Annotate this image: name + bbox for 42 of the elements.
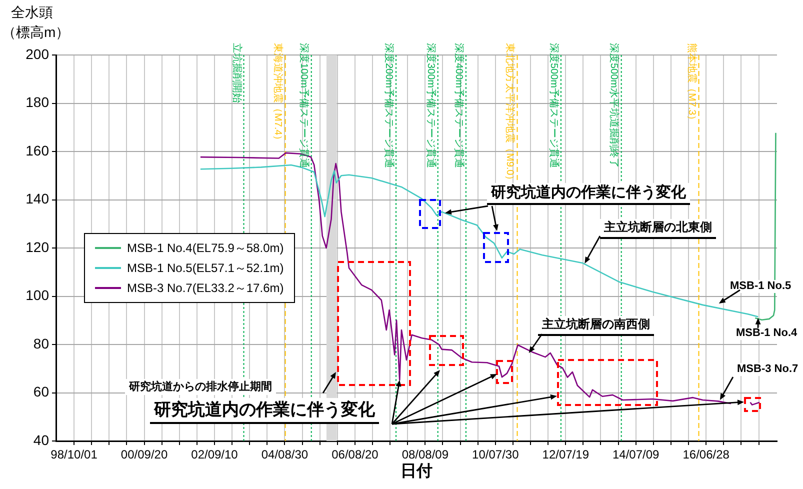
ref-line-label: 深度500m水平坑道掘削終了 <box>607 43 620 168</box>
y-tick-label: 140 <box>26 190 50 207</box>
y-axis-title: 全水頭（標高m） <box>2 3 70 42</box>
x-tick-label: 04/08/30 <box>261 448 308 462</box>
annotation: 研究坑道内の作業に伴う変化 <box>487 183 690 205</box>
y-tick-label: 200 <box>26 46 50 62</box>
annotation: 研究坑道内の作業に伴う変化 <box>150 398 379 424</box>
ref-line-label: 東海道沖地震（M7.4） <box>271 43 284 146</box>
ref-line-label: 深度500m予備ステージ貫通 <box>546 43 559 168</box>
legend-label: MSB-1 No.4(EL75.9～58.0m) <box>127 240 284 256</box>
y-tick-label: 60 <box>33 384 50 400</box>
y-tick-label: 40 <box>33 432 50 448</box>
ref-line-label: 熊本地震（M7.3） <box>684 43 697 126</box>
x-tick-label: 02/09/10 <box>191 448 238 462</box>
x-tick-label: 14/07/09 <box>612 448 660 462</box>
y-tick-label: 180 <box>26 94 50 110</box>
ref-line-label: 深度100m予備ステージ貫通 <box>297 43 310 168</box>
x-axis-title: 日付 <box>400 462 432 482</box>
annotation: 研究坑道からの排水停止期間 <box>125 379 276 395</box>
ref-line-label: 東北地方太平洋沖地震（M9.0） <box>504 43 516 186</box>
x-tick-label: 16/06/28 <box>682 448 730 462</box>
annotation: MSB-1 No.5 <box>726 280 796 293</box>
annotation: 主立坑断層の南西側 <box>538 316 654 336</box>
y-tick-label: 160 <box>26 142 50 158</box>
x-tick-label: 98/10/01 <box>50 448 98 462</box>
y-tick-label: 80 <box>33 335 50 352</box>
annotation: MSB-1 No.4 <box>732 327 802 340</box>
x-tick-label: 00/09/20 <box>120 448 168 462</box>
x-tick-label: 10/07/30 <box>472 448 520 462</box>
y-tick-label: 120 <box>26 238 50 255</box>
x-tick-label: 08/08/09 <box>402 448 449 462</box>
annotation: MSB-3 No.7 <box>733 363 802 376</box>
annotation: 主立坑断層の北東側 <box>600 219 716 239</box>
ref-line-label: 立坑掘削開始 <box>230 43 242 103</box>
y-tick-label: 100 <box>26 287 50 304</box>
x-tick-label: 12/07/19 <box>542 448 590 462</box>
ref-line-label: 深度200m予備ステージ貫通 <box>382 43 394 168</box>
x-tick-label: 06/08/20 <box>332 448 379 462</box>
legend-label: MSB-3 No.7(EL33.2～17.6m) <box>127 280 284 296</box>
ref-line-label: 深度300m予備ステージ貫通 <box>424 43 436 168</box>
ref-line-label: 深度400m予備ステージ貫通 <box>452 43 464 168</box>
legend-label: MSB-1 No.5(EL57.1～52.1m) <box>127 260 284 276</box>
